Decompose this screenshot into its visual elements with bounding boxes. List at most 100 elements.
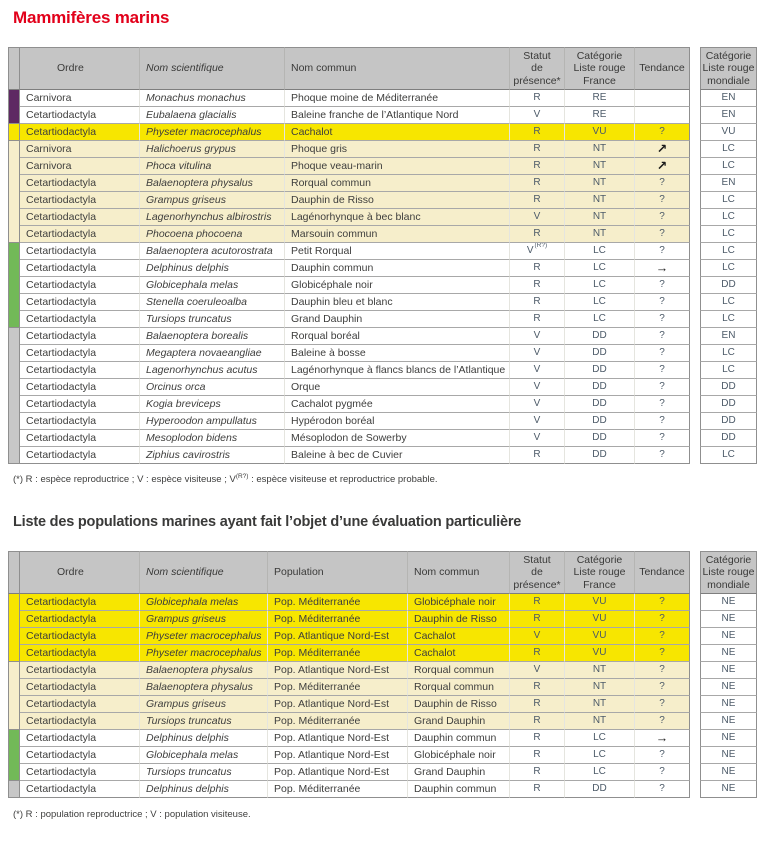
footnote-text: (*) R : population reproductrice ; V : p… [13, 809, 251, 821]
cell-commun: Phoque veau-marin [285, 158, 510, 175]
cell-population: Pop. Atlantique Nord-Est [268, 628, 408, 646]
cell-sci: Physeter macrocephalus [140, 124, 285, 141]
cell-france: DD [565, 379, 635, 396]
cell-tendance: ? [635, 294, 690, 311]
table-row: Carnivora Monachus monachus Phoque moine d… [8, 90, 757, 107]
cell-france: NT [565, 158, 635, 175]
row-gap-spacer [690, 413, 700, 430]
cell-tendance: ? [635, 781, 690, 799]
table-row: Cetartiodactyla Globicephala melas Globicé… [8, 277, 757, 294]
cell-monde: LC [700, 311, 757, 328]
cell-population: Pop. Méditerranée [268, 679, 408, 697]
band-header-cell [8, 551, 20, 595]
cell-tendance: ? [635, 764, 690, 782]
statut-code: V [526, 245, 534, 256]
cell-sci: Tursiops truncatus [140, 764, 268, 782]
table-row: Cetartiodactyla Grampus griseus Dauphin de… [8, 192, 757, 209]
cell-tendance: ↗ [635, 141, 690, 158]
cell-tendance: ? [635, 662, 690, 680]
table-header-row: Ordre Nom scientifique Nom commun Statut de… [8, 47, 757, 90]
cell-statut: V (R?) [510, 243, 565, 260]
cell-tendance: ? [635, 447, 690, 464]
cell-ordre: Carnivora [20, 141, 140, 158]
column-header-statut: Statut de présence* [510, 551, 565, 595]
cell-tendance: ? [635, 413, 690, 430]
row-gap-spacer [690, 294, 700, 311]
cell-sci: Lagenorhynchus albirostris [140, 209, 285, 226]
cell-population: Pop. Atlantique Nord-Est [268, 747, 408, 765]
cell-ordre: Cetartiodactyla [20, 413, 140, 430]
cell-statut: R [510, 764, 565, 782]
cell-sci: Balaenoptera physalus [140, 175, 285, 192]
table-row: Cetartiodactyla Physeter macrocephalus Pop… [8, 645, 757, 663]
row-gap-spacer [690, 90, 700, 107]
cell-monde: NE [700, 764, 757, 782]
cell-population: Pop. Méditerranée [268, 611, 408, 629]
cell-france: NT [565, 226, 635, 243]
row-group-band [8, 277, 20, 294]
table-row: Cetartiodactyla Balaenoptera borealis Rorq… [8, 328, 757, 345]
table-row: Cetartiodactyla Hyperoodon ampullatus Hypé… [8, 413, 757, 430]
row-gap-spacer [690, 679, 700, 697]
row-gap-spacer [690, 730, 700, 748]
row-group-band [8, 345, 20, 362]
cell-population: Pop. Méditerranée [268, 713, 408, 731]
row-group-band [8, 781, 20, 799]
column-header-sci: Nom scientifique [140, 47, 285, 90]
cell-commun: Baleine à bosse [285, 345, 510, 362]
cell-statut: V [510, 628, 565, 646]
cell-tendance: ? [635, 226, 690, 243]
cell-statut: R [510, 226, 565, 243]
table-header-row: Ordre Nom scientifique Population Nom commu… [8, 551, 757, 595]
cell-monde: EN [700, 90, 757, 107]
table-row: Cetartiodactyla Eubalaena glacialis Balein… [8, 107, 757, 124]
cell-statut: V [510, 345, 565, 362]
column-header-commun: Nom commun [408, 551, 510, 595]
cell-statut: R [510, 730, 565, 748]
row-group-band [8, 430, 20, 447]
cell-ordre: Cetartiodactyla [20, 192, 140, 209]
cell-sci: Lagenorhynchus acutus [140, 362, 285, 379]
cell-tendance: ? [635, 243, 690, 260]
row-gap-spacer [690, 611, 700, 629]
row-group-band [8, 594, 20, 612]
row-group-band [8, 379, 20, 396]
row-group-band [8, 107, 20, 124]
cell-monde: DD [700, 413, 757, 430]
cell-statut: R [510, 311, 565, 328]
cell-commun: Dauphin de Risso [408, 611, 510, 629]
cell-monde: LC [700, 192, 757, 209]
table-row: Carnivora Halichoerus grypus Phoque gris R N… [8, 141, 757, 158]
cell-monde: EN [700, 107, 757, 124]
row-group-band [8, 747, 20, 765]
cell-sci: Mesoplodon bidens [140, 430, 285, 447]
cell-monde: NE [700, 730, 757, 748]
cell-statut: R [510, 192, 565, 209]
cell-sci: Megaptera novaeangliae [140, 345, 285, 362]
table-row: Cetartiodactyla Orcinus orca Orque V DD? DD [8, 379, 757, 396]
row-group-band [8, 226, 20, 243]
cell-commun: Rorqual commun [285, 175, 510, 192]
table-row: Cetartiodactyla Balaenoptera physalus Pop.… [8, 679, 757, 697]
cell-ordre: Cetartiodactyla [20, 611, 140, 629]
cell-france: DD [565, 345, 635, 362]
cell-monde: LC [700, 345, 757, 362]
row-gap-spacer [690, 192, 700, 209]
cell-population: Pop. Atlantique Nord-Est [268, 764, 408, 782]
cell-commun: Grand Dauphin [408, 713, 510, 731]
cell-commun: Dauphin commun [408, 730, 510, 748]
cell-statut: V [510, 362, 565, 379]
row-gap-spacer [690, 209, 700, 226]
cell-monde: EN [700, 328, 757, 345]
cell-monde: LC [700, 243, 757, 260]
cell-tendance [635, 107, 690, 124]
cell-ordre: Cetartiodactyla [20, 396, 140, 413]
cell-tendance: ? [635, 124, 690, 141]
cell-commun: Cachalot [408, 628, 510, 646]
cell-france: DD [565, 430, 635, 447]
row-group-band [8, 141, 20, 158]
cell-ordre: Cetartiodactyla [20, 447, 140, 464]
cell-france: DD [565, 362, 635, 379]
cell-ordre: Cetartiodactyla [20, 628, 140, 646]
cell-monde: LC [700, 141, 757, 158]
